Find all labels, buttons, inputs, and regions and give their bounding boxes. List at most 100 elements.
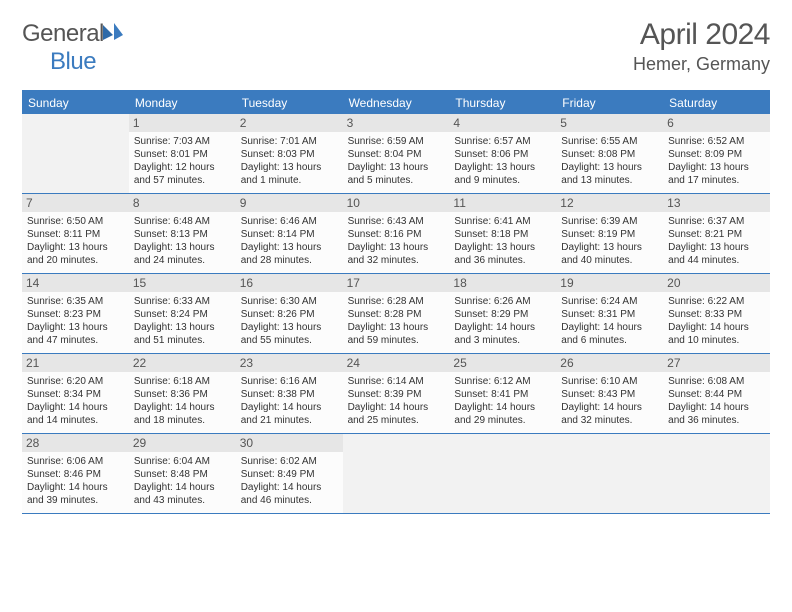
calendar-cell: 2Sunrise: 7:01 AMSunset: 8:03 PMDaylight…	[236, 114, 343, 193]
cell-line: and 24 minutes.	[134, 254, 231, 267]
cell-line: Sunrise: 6:55 AM	[561, 135, 658, 148]
cell-line: Sunrise: 6:43 AM	[348, 215, 445, 228]
calendar-cell: 25Sunrise: 6:12 AMSunset: 8:41 PMDayligh…	[449, 354, 556, 433]
cell-line: Daylight: 14 hours	[27, 481, 124, 494]
brand-text-2: Blue	[50, 48, 96, 75]
cell-line: and 47 minutes.	[27, 334, 124, 347]
day-number: 15	[129, 274, 236, 292]
cell-line: Daylight: 14 hours	[668, 401, 765, 414]
cell-line: Daylight: 14 hours	[561, 321, 658, 334]
day-number: 3	[343, 114, 450, 132]
brand-sail-icon	[102, 20, 124, 48]
cell-line: Daylight: 13 hours	[348, 161, 445, 174]
day-number: 7	[22, 194, 129, 212]
calendar-cell: 22Sunrise: 6:18 AMSunset: 8:36 PMDayligh…	[129, 354, 236, 433]
cell-line: Daylight: 13 hours	[27, 241, 124, 254]
calendar-cell: 13Sunrise: 6:37 AMSunset: 8:21 PMDayligh…	[663, 194, 770, 273]
cell-line: Sunset: 8:16 PM	[348, 228, 445, 241]
cell-line: and 20 minutes.	[27, 254, 124, 267]
cell-line: and 46 minutes.	[241, 494, 338, 507]
cell-line: Sunset: 8:29 PM	[454, 308, 551, 321]
cell-line: and 17 minutes.	[668, 174, 765, 187]
cell-line: Daylight: 14 hours	[241, 401, 338, 414]
cell-line: Daylight: 13 hours	[454, 161, 551, 174]
cell-line: Daylight: 13 hours	[241, 321, 338, 334]
calendar-cell: 15Sunrise: 6:33 AMSunset: 8:24 PMDayligh…	[129, 274, 236, 353]
weekday-header: Monday	[129, 92, 236, 114]
day-number: 4	[449, 114, 556, 132]
calendar-cell: 3Sunrise: 6:59 AMSunset: 8:04 PMDaylight…	[343, 114, 450, 193]
calendar-cell: 12Sunrise: 6:39 AMSunset: 8:19 PMDayligh…	[556, 194, 663, 273]
weekday-header: Friday	[556, 92, 663, 114]
calendar-cell: 21Sunrise: 6:20 AMSunset: 8:34 PMDayligh…	[22, 354, 129, 433]
cell-line: Sunrise: 6:14 AM	[348, 375, 445, 388]
calendar-cell: 1Sunrise: 7:03 AMSunset: 8:01 PMDaylight…	[129, 114, 236, 193]
cell-line: Sunrise: 6:41 AM	[454, 215, 551, 228]
day-number: 26	[556, 354, 663, 372]
cell-line: Daylight: 13 hours	[348, 321, 445, 334]
cell-line: Sunset: 8:11 PM	[27, 228, 124, 241]
calendar-cell	[663, 434, 770, 513]
cell-line: Sunrise: 7:01 AM	[241, 135, 338, 148]
cell-line: and 57 minutes.	[134, 174, 231, 187]
cell-line: and 40 minutes.	[561, 254, 658, 267]
title-month: April 2024	[633, 18, 770, 52]
cell-line: Sunset: 8:14 PM	[241, 228, 338, 241]
cell-line: Sunrise: 6:08 AM	[668, 375, 765, 388]
day-number: 28	[22, 434, 129, 452]
cell-line: and 6 minutes.	[561, 334, 658, 347]
cell-line: and 13 minutes.	[561, 174, 658, 187]
cell-line: Sunset: 8:38 PM	[241, 388, 338, 401]
calendar-cell: 11Sunrise: 6:41 AMSunset: 8:18 PMDayligh…	[449, 194, 556, 273]
cell-line: Sunset: 8:04 PM	[348, 148, 445, 161]
cell-line: Daylight: 13 hours	[668, 161, 765, 174]
cell-line: Sunset: 8:33 PM	[668, 308, 765, 321]
cell-line: and 29 minutes.	[454, 414, 551, 427]
cell-line: Sunrise: 6:18 AM	[134, 375, 231, 388]
cell-line: Sunrise: 6:57 AM	[454, 135, 551, 148]
cell-line: Sunset: 8:13 PM	[134, 228, 231, 241]
cell-line: Sunset: 8:41 PM	[454, 388, 551, 401]
cell-line: Sunrise: 6:06 AM	[27, 455, 124, 468]
calendar-cell: 6Sunrise: 6:52 AMSunset: 8:09 PMDaylight…	[663, 114, 770, 193]
calendar-cell: 17Sunrise: 6:28 AMSunset: 8:28 PMDayligh…	[343, 274, 450, 353]
cell-line: and 14 minutes.	[27, 414, 124, 427]
calendar-week-row: 7Sunrise: 6:50 AMSunset: 8:11 PMDaylight…	[22, 194, 770, 274]
cell-line: Daylight: 13 hours	[454, 241, 551, 254]
calendar-week-row: 21Sunrise: 6:20 AMSunset: 8:34 PMDayligh…	[22, 354, 770, 434]
cell-line: Sunset: 8:19 PM	[561, 228, 658, 241]
weekday-header: Thursday	[449, 92, 556, 114]
day-number: 10	[343, 194, 450, 212]
calendar-cell	[22, 114, 129, 193]
cell-line: and 32 minutes.	[348, 254, 445, 267]
calendar-cell: 18Sunrise: 6:26 AMSunset: 8:29 PMDayligh…	[449, 274, 556, 353]
cell-line: and 55 minutes.	[241, 334, 338, 347]
cell-line: Daylight: 13 hours	[241, 241, 338, 254]
cell-line: Sunrise: 6:10 AM	[561, 375, 658, 388]
calendar-cell	[343, 434, 450, 513]
cell-line: Sunset: 8:23 PM	[27, 308, 124, 321]
cell-line: Daylight: 14 hours	[348, 401, 445, 414]
calendar-cell: 28Sunrise: 6:06 AMSunset: 8:46 PMDayligh…	[22, 434, 129, 513]
cell-line: and 9 minutes.	[454, 174, 551, 187]
calendar-cell: 24Sunrise: 6:14 AMSunset: 8:39 PMDayligh…	[343, 354, 450, 433]
day-number: 27	[663, 354, 770, 372]
cell-line: Sunset: 8:26 PM	[241, 308, 338, 321]
cell-line: Sunset: 8:03 PM	[241, 148, 338, 161]
calendar-cell: 29Sunrise: 6:04 AMSunset: 8:48 PMDayligh…	[129, 434, 236, 513]
cell-line: Daylight: 13 hours	[561, 241, 658, 254]
brand-text-1: General	[22, 20, 104, 47]
cell-line: Sunset: 8:18 PM	[454, 228, 551, 241]
calendar-cell	[449, 434, 556, 513]
day-number: 25	[449, 354, 556, 372]
title-location: Hemer, Germany	[633, 54, 770, 75]
cell-line: Sunrise: 6:30 AM	[241, 295, 338, 308]
cell-line: and 32 minutes.	[561, 414, 658, 427]
cell-line: and 10 minutes.	[668, 334, 765, 347]
cell-line: and 36 minutes.	[668, 414, 765, 427]
day-number: 17	[343, 274, 450, 292]
cell-line: Sunrise: 6:52 AM	[668, 135, 765, 148]
calendar-cell: 7Sunrise: 6:50 AMSunset: 8:11 PMDaylight…	[22, 194, 129, 273]
day-number: 29	[129, 434, 236, 452]
title-block: April 2024 Hemer, Germany	[633, 18, 770, 75]
